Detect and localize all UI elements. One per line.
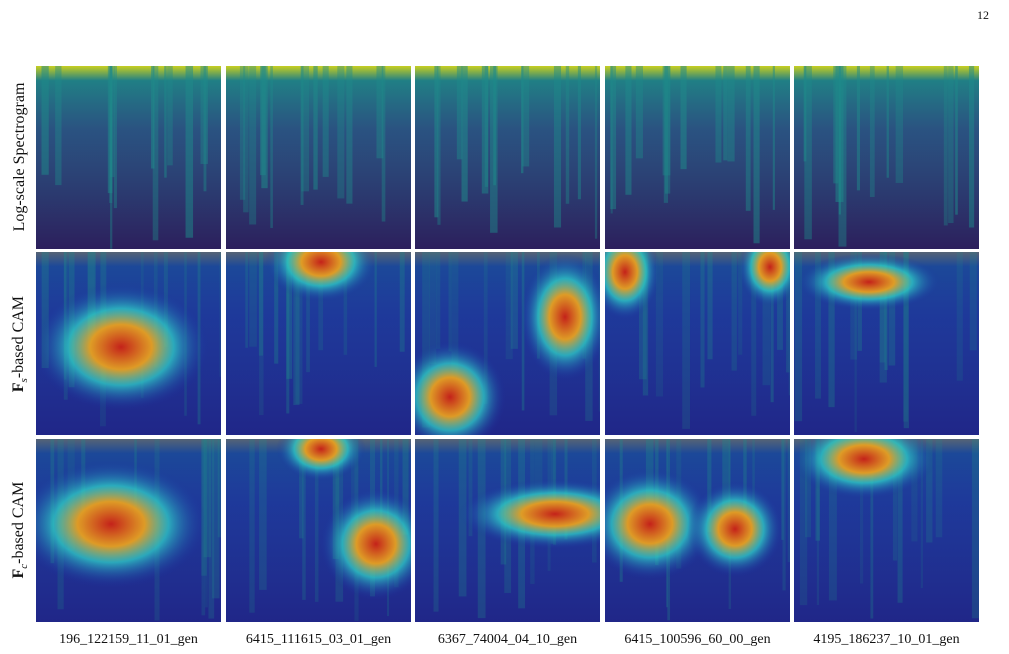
column-label: 6415_100596_60_00_gen — [624, 632, 771, 647]
cam-panel — [415, 439, 600, 622]
spectrogram-panel — [794, 66, 979, 249]
cam-panel — [226, 252, 411, 435]
row-label-fc-cam: Fc-based CAM — [9, 481, 31, 579]
row-label-spectrogram: Log-scale Spectrogram — [11, 82, 28, 232]
cam-panel — [36, 252, 221, 435]
column-label: 4195_186237_10_01_gen — [813, 632, 960, 647]
cam-panel — [36, 439, 221, 622]
cam-panel — [605, 252, 790, 435]
spectrogram-panel — [36, 66, 221, 249]
cam-panel — [794, 252, 979, 435]
cam-panel — [605, 439, 790, 622]
page-number: 12 — [977, 8, 989, 22]
cam-panel — [226, 439, 411, 622]
spectrogram-panel — [415, 66, 600, 249]
cam-panel — [415, 252, 600, 435]
column-label: 6415_111615_03_01_gen — [245, 632, 392, 647]
cam-panel — [794, 439, 979, 622]
column-label: 196_122159_11_01_gen — [59, 632, 198, 647]
spectrogram-panel — [226, 66, 411, 249]
spectrogram-panel — [605, 66, 790, 249]
row-label-fs-cam: Fs-based CAM — [9, 295, 31, 393]
column-label: 6367_74004_04_10_gen — [437, 632, 578, 647]
